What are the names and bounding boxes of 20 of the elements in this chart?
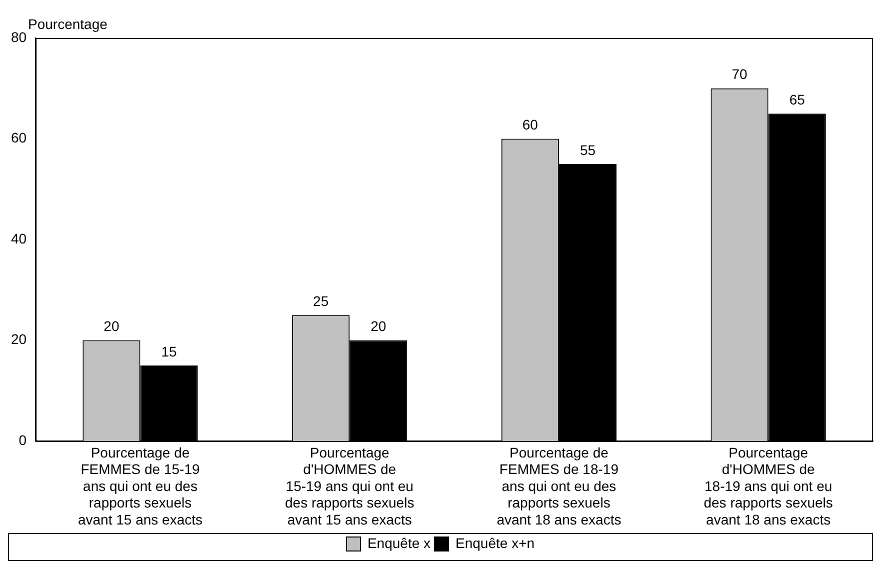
data-label: 60 bbox=[522, 116, 538, 133]
x-tick-label: Pourcentage d'HOMMES de 18-19 ans qui ont eu des rapports sexuels avant 18 ans exacts bbox=[704, 444, 833, 528]
y-tick-label: 20 bbox=[10, 331, 27, 348]
legend-label: Enquête x+n bbox=[456, 534, 535, 551]
data-label: 55 bbox=[580, 142, 596, 158]
data-label: 25 bbox=[313, 292, 329, 309]
y-axis-title: Pourcentage bbox=[28, 16, 108, 32]
y-tick-label: 0 bbox=[18, 432, 27, 448]
data-label: 65 bbox=[789, 91, 806, 108]
x-tick-label: Pourcentage de FEMMES de 18-19 ans qui ont eu des rapports sexuels avant 18 ans exacts bbox=[496, 444, 622, 528]
x-tick-label: Pourcentage d'HOMMES de 15-19 ans qui ont eu des rapports sexuels avant 15 ans exacts bbox=[285, 444, 414, 528]
x-tick-label: Pourcentage de FEMMES de 15-19 ans qui ont eu des rapports sexuels avant 15 ans exacts bbox=[78, 444, 203, 528]
data-label: 70 bbox=[732, 66, 748, 82]
y-tick-label: 80 bbox=[10, 28, 27, 45]
data-label: 20 bbox=[370, 318, 386, 334]
data-label: 15 bbox=[161, 343, 178, 360]
y-tick-label: 40 bbox=[10, 230, 27, 246]
legend-label: Enquête x bbox=[367, 534, 431, 551]
data-label: 20 bbox=[104, 318, 120, 334]
y-tick-label: 60 bbox=[10, 130, 27, 146]
